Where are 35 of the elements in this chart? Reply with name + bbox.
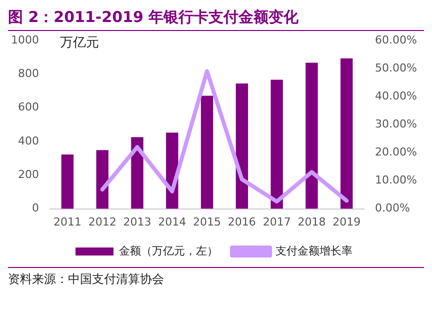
y-tick-label: 200 xyxy=(18,168,39,182)
legend-label: 金额（万亿元，左） xyxy=(119,244,218,258)
bar xyxy=(96,150,108,209)
x-tick-label: 2013 xyxy=(123,215,152,228)
bar xyxy=(340,58,353,209)
y2-tick-label: 50.00% xyxy=(375,61,418,74)
x-tick-label: 2014 xyxy=(158,215,186,228)
chart-title: 图 2：2011-2019 年银行卡支付金额变化 xyxy=(8,8,424,31)
x-tick-label: 2019 xyxy=(332,215,361,228)
y2-tick-label: 20.00% xyxy=(375,146,418,159)
bar xyxy=(270,80,283,209)
bar xyxy=(236,83,248,209)
text: 资料来源：中国支付清算协会 xyxy=(8,267,424,288)
bar xyxy=(200,96,214,209)
y2-tick-label: 60.00% xyxy=(375,33,418,46)
y-tick-label: 1000 xyxy=(10,33,39,46)
y2-tick-label: 10.00% xyxy=(375,174,418,187)
y-axis-title: 万亿元 xyxy=(60,35,99,50)
y2-tick-label: 40.00% xyxy=(375,90,418,103)
bar xyxy=(131,137,144,209)
y2-tick-label: 0.00% xyxy=(375,202,410,215)
bar xyxy=(61,154,74,209)
x-tick-label: 2015 xyxy=(193,215,222,228)
legend-label: 支付金额增长率 xyxy=(276,244,352,258)
y-tick-label: 400 xyxy=(18,134,39,148)
x-tick-label: 2017 xyxy=(262,215,291,228)
x-tick-label: 2018 xyxy=(298,215,326,228)
y-tick-label: 0 xyxy=(32,202,39,215)
bar xyxy=(306,62,318,209)
y2-tick-label: 30.00% xyxy=(375,118,418,131)
x-tick-label: 2016 xyxy=(228,215,256,228)
y-tick-label: 800 xyxy=(18,67,39,80)
x-tick-label: 2012 xyxy=(88,215,116,228)
y-tick-label: 600 xyxy=(18,100,39,114)
x-tick-label: 2011 xyxy=(53,215,82,228)
